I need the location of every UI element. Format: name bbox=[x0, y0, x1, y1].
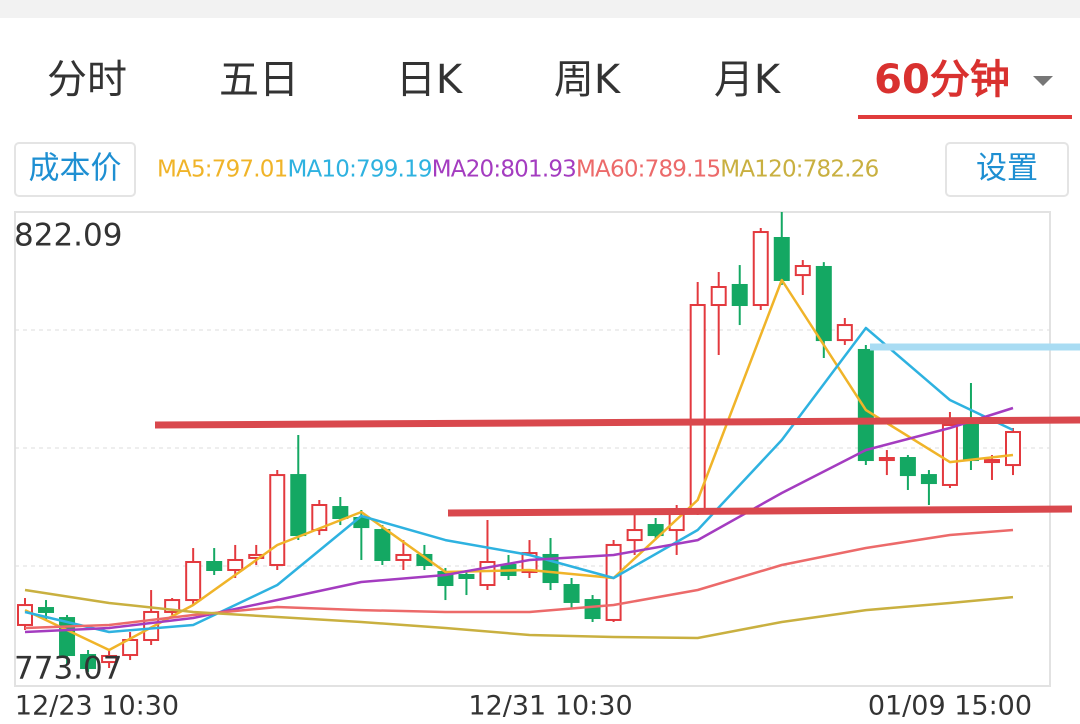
drawn-support bbox=[447, 505, 1073, 517]
legend-entry: MA60:789.15 bbox=[576, 157, 720, 183]
candle-body bbox=[227, 558, 244, 571]
candle-body bbox=[563, 584, 580, 603]
candle-body bbox=[836, 324, 853, 342]
candle-body bbox=[101, 654, 118, 664]
candle-body bbox=[731, 283, 748, 307]
candle-body bbox=[416, 553, 433, 566]
cost-button-frame[interactable] bbox=[14, 142, 136, 197]
marks bbox=[17, 212, 1021, 672]
tab[interactable]: 周K bbox=[554, 57, 622, 103]
y-tick-label: 773.07 bbox=[14, 651, 122, 687]
tab[interactable]: 分时 bbox=[47, 57, 127, 103]
candle-body bbox=[710, 286, 727, 307]
candle-body bbox=[374, 529, 391, 561]
candle-body bbox=[647, 524, 664, 537]
candle-body bbox=[395, 553, 412, 561]
top-bar bbox=[0, 0, 1080, 18]
y-tick-label: 822.09 bbox=[14, 218, 122, 254]
candle-body bbox=[920, 474, 937, 485]
candle-body bbox=[773, 236, 790, 281]
candle-body bbox=[605, 543, 622, 621]
candle-body bbox=[794, 265, 811, 277]
ma-line bbox=[24, 528, 1014, 630]
plot-frame bbox=[14, 211, 1051, 687]
candle-body bbox=[458, 574, 475, 579]
candle-body bbox=[1005, 431, 1021, 467]
candle-body bbox=[941, 423, 958, 486]
candle-body bbox=[584, 599, 601, 620]
x-tick-label: 12/31 10:30 bbox=[468, 691, 632, 721]
active-tab-underline bbox=[858, 115, 1072, 119]
tab[interactable]: 月K bbox=[714, 57, 782, 103]
candle-body bbox=[752, 231, 769, 307]
candle-body bbox=[164, 599, 181, 613]
candle-body bbox=[521, 552, 538, 574]
candle-body bbox=[857, 348, 874, 462]
grid bbox=[15, 329, 1050, 567]
ma-line bbox=[24, 326, 1014, 634]
legend-entry: MA20:801.93 bbox=[432, 157, 576, 183]
candle-body bbox=[899, 457, 916, 477]
ma-line bbox=[24, 406, 1014, 634]
candle-body bbox=[269, 474, 286, 566]
legend-entry: MA10:799.19 bbox=[287, 157, 431, 183]
candle-body bbox=[689, 304, 706, 514]
tab[interactable]: 五日 bbox=[219, 57, 299, 103]
candle-body bbox=[332, 506, 349, 520]
ma-line bbox=[24, 278, 1014, 652]
drawn-resistance bbox=[154, 416, 1080, 429]
candle-body bbox=[626, 529, 643, 542]
settings-button-frame[interactable] bbox=[945, 142, 1069, 197]
legend-entry: MA120:782.26 bbox=[720, 157, 878, 183]
x-tick-label: 12/23 10:30 bbox=[15, 691, 179, 721]
candle-body bbox=[290, 474, 307, 537]
x-tick-label: 01/09 15:00 bbox=[868, 691, 1032, 721]
candle-body bbox=[80, 654, 97, 670]
candle-body bbox=[878, 457, 895, 462]
tab[interactable]: 日K bbox=[396, 57, 464, 103]
candle-body bbox=[206, 561, 223, 571]
candle-body bbox=[185, 561, 202, 602]
tab[interactable]: 60分钟 bbox=[874, 57, 1010, 103]
candle-body bbox=[311, 504, 328, 532]
cost-button[interactable]: 成本价 bbox=[29, 151, 122, 187]
dropdown-arrow[interactable] bbox=[1033, 76, 1053, 86]
legend-entry: MA5:797.01 bbox=[157, 157, 287, 183]
candle-body bbox=[815, 265, 832, 342]
candle-body bbox=[38, 607, 55, 613]
candle-body bbox=[962, 423, 979, 462]
candle-body bbox=[983, 459, 1000, 464]
candle-body bbox=[17, 604, 33, 626]
ma-line bbox=[24, 588, 1014, 640]
settings-button[interactable]: 设置 bbox=[976, 151, 1038, 187]
